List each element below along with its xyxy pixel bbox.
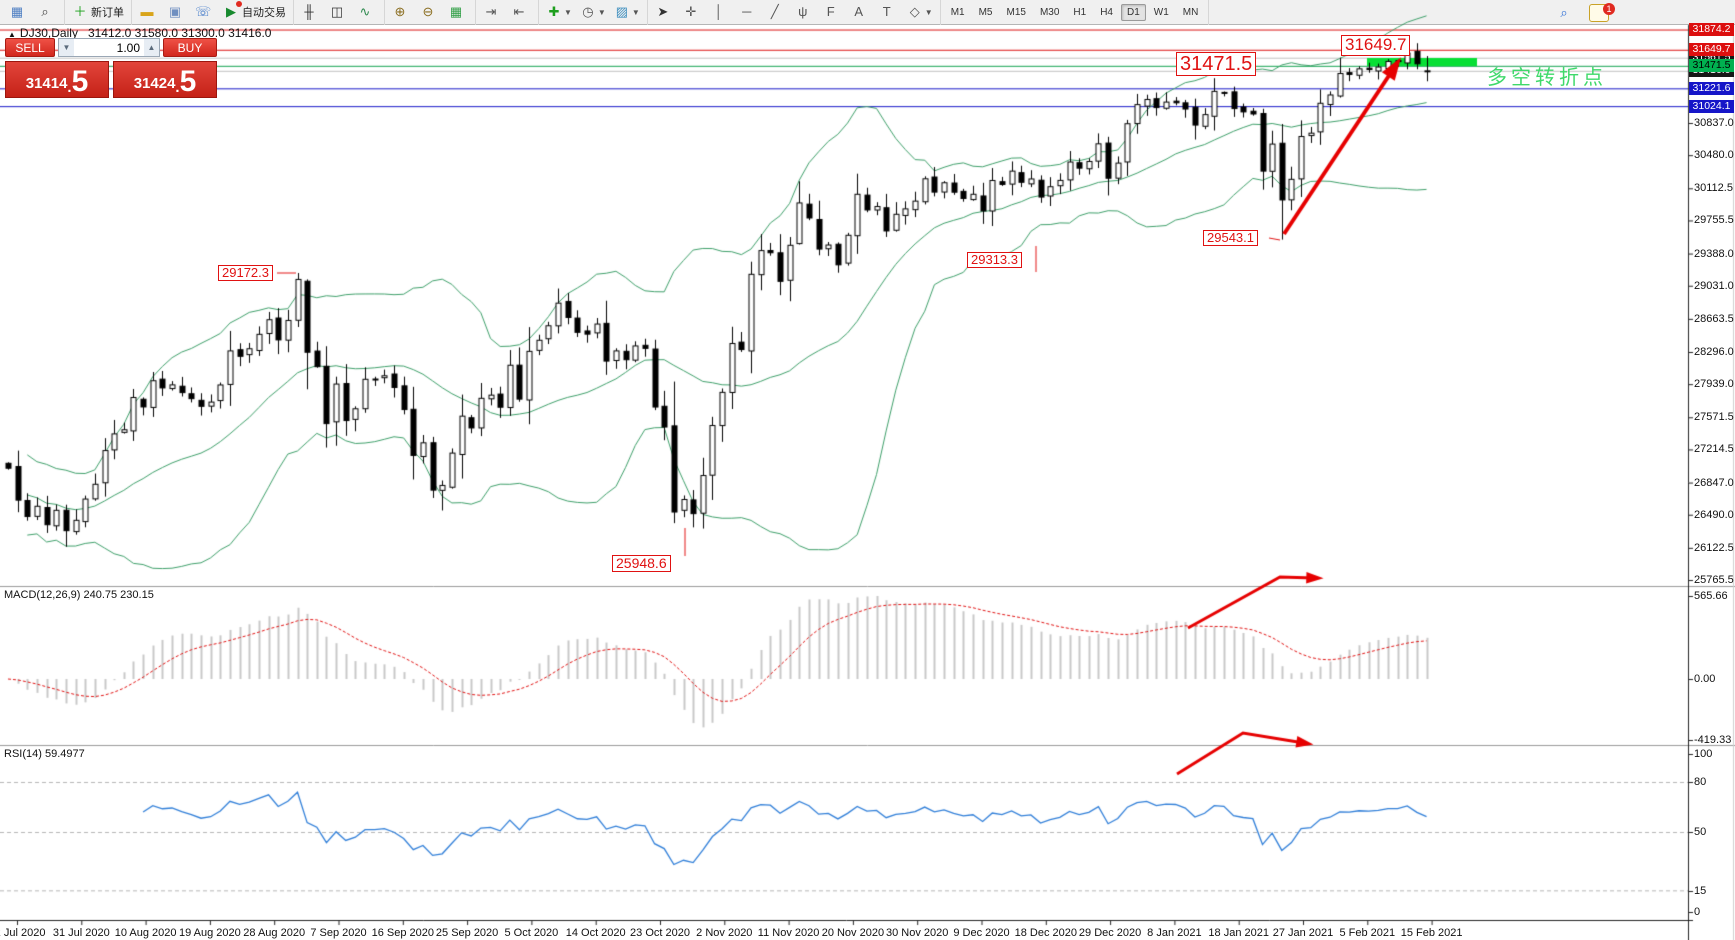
chart-symbol-icon: ▲ [8,30,16,39]
buy-price-display[interactable]: 31424 . 5 [113,61,217,98]
turning-point-annotation[interactable]: 多空转折点 [1487,67,1607,89]
buy-button[interactable]: BUY [163,38,217,57]
price-axis-tick-label: 27939.0 [1694,378,1734,391]
time-axis-label: 28 Aug 2020 [243,927,306,939]
ann-29543[interactable]: 29543.1 [1203,230,1258,247]
time-axis-label: 18 Jan 2021 [1208,927,1269,939]
time-axis-label: 19 Aug 2020 [178,927,241,939]
time-axis-label: 22 Jul 2020 [0,927,46,939]
macd-axis-tick-label: -419.33 [1694,734,1732,746]
time-axis-label: 15 Feb 2021 [1400,927,1463,939]
macd-axis-tick-label: 565.66 [1694,590,1728,602]
time-axis-label: 9 Dec 2020 [953,927,1010,939]
time-axis-label: 10 Aug 2020 [114,927,177,939]
time-axis-label: 23 Oct 2020 [630,927,690,939]
buy-price-dot: . [175,79,180,96]
price-level-label: 31024.1 [1689,99,1734,113]
price-axis-tick-label: 29755.5 [1694,214,1734,227]
rsi-axis-tick-label: 50 [1694,826,1707,838]
macd-axis-tick-label: 0.00 [1694,673,1716,685]
volume-decrease-button[interactable]: ▼ [59,39,74,56]
price-axis-tick-label: 30837.0 [1694,117,1734,129]
time-axis-label: 2 Nov 2020 [696,927,753,939]
price-axis-tick-label: 28663.5 [1694,312,1734,325]
price-axis-tick-label: 30480.0 [1694,149,1734,162]
price-axis-tick-label: 27571.5 [1694,411,1734,424]
time-axis-label: 5 Feb 2021 [1339,927,1396,939]
sell-price-display[interactable]: 31414 . 5 [5,61,109,98]
price-level-label: 31874.2 [1689,23,1734,37]
rsi-axis-tick-label: 100 [1694,748,1713,760]
price-axis-tick-label: 29388.0 [1694,247,1734,260]
price-axis-tick-label: 27214.5 [1694,443,1734,456]
time-axis-label: 7 Sep 2020 [310,927,367,939]
buy-price-main: 31424 [133,75,176,92]
macd-indicator-label: MACD(12,26,9) 240.75 230.15 [4,589,154,601]
price-axis-tick-label: 30112.5 [1694,182,1733,195]
time-axis-label: 18 Dec 2020 [1014,927,1077,939]
time-axis-label: 20 Nov 2020 [821,927,885,939]
time-axis-label: 11 Nov 2020 [757,927,820,939]
ann-31649[interactable]: 31649.7 [1341,35,1411,56]
time-axis-label: 25 Sep 2020 [435,927,499,939]
rsi-axis-tick-label: 0 [1694,906,1701,918]
sell-price-main: 31414 [25,75,68,92]
volume-input[interactable] [74,39,144,56]
price-level-label: 31221.6 [1689,81,1734,95]
time-axis-label: 14 Oct 2020 [565,927,626,939]
rsi-axis-tick-label: 15 [1694,885,1707,897]
volume-control: ▼ ▲ [58,38,160,57]
price-level-label: 31471.5 [1689,59,1734,73]
time-axis-label: 8 Jan 2021 [1147,927,1202,939]
sell-button[interactable]: SELL [5,38,55,57]
price-level-label: 31649.7 [1689,43,1734,57]
price-axis-tick-label: 28296.0 [1694,345,1734,358]
chart-title: ▲ DJ30,Daily 31412.0 31580.0 31300.0 31416… [8,26,271,40]
buy-price-frac: 5 [179,65,197,98]
time-axis-label: 30 Nov 2020 [885,927,949,939]
ann-31471[interactable]: 31471.5 [1176,52,1257,76]
sell-price-dot: . [67,79,72,96]
time-axis-label: 16 Sep 2020 [371,927,434,939]
rsi-indicator-label: RSI(14) 59.4977 [4,748,85,760]
time-axis-label: 29 Dec 2020 [1078,927,1142,939]
ann-25948[interactable]: 25948.6 [612,555,671,573]
volume-increase-button[interactable]: ▲ [144,39,159,56]
one-click-trading-panel: SELL ▼ ▲ BUY 31414 . 5 31424 . 5 [5,38,217,98]
time-axis-label: 31 Jul 2020 [52,927,110,939]
price-axis-tick-label: 25765.5 [1694,574,1734,587]
time-axis-label: 27 Jan 2021 [1272,927,1334,939]
price-axis-tick-label: 26490.0 [1694,508,1734,521]
rsi-axis-tick-label: 80 [1694,776,1707,788]
price-axis-tick-label: 26122.5 [1694,541,1734,554]
time-axis-label: 5 Oct 2020 [504,927,559,939]
ann-29172[interactable]: 29172.3 [218,265,273,282]
chart-ohlc-values: 31412.0 31580.0 31300.0 31416.0 [87,26,272,40]
price-axis-tick-label: 29031.0 [1694,279,1734,292]
chart-symbol-period: DJ30,Daily [19,26,78,40]
ann-29313[interactable]: 29313.3 [967,252,1022,269]
price-axis-tick-label: 26847.0 [1694,476,1734,489]
sell-price-frac: 5 [71,65,89,98]
